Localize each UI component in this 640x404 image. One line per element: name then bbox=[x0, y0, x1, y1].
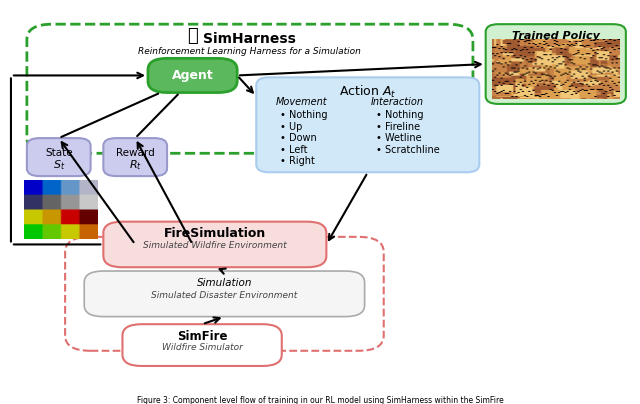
FancyBboxPatch shape bbox=[148, 58, 237, 93]
FancyBboxPatch shape bbox=[65, 237, 384, 351]
FancyBboxPatch shape bbox=[103, 138, 167, 176]
Text: FireSimulation: FireSimulation bbox=[164, 227, 266, 240]
Text: Action $A_t$: Action $A_t$ bbox=[339, 84, 397, 100]
FancyBboxPatch shape bbox=[486, 24, 626, 104]
FancyBboxPatch shape bbox=[256, 77, 479, 172]
Text: Movement: Movement bbox=[275, 97, 327, 107]
Text: $R_t$: $R_t$ bbox=[129, 158, 141, 173]
Text: • Right: • Right bbox=[280, 156, 316, 166]
Text: • Nothing: • Nothing bbox=[280, 110, 328, 120]
Text: • Scratchline: • Scratchline bbox=[376, 145, 440, 155]
Text: Simulation: Simulation bbox=[196, 278, 252, 288]
FancyBboxPatch shape bbox=[103, 222, 326, 267]
Text: Interaction: Interaction bbox=[371, 97, 424, 107]
Text: Wildfire Simulator: Wildfire Simulator bbox=[162, 343, 243, 352]
Text: $S_t$: $S_t$ bbox=[52, 158, 65, 173]
FancyBboxPatch shape bbox=[84, 271, 365, 317]
Text: • Down: • Down bbox=[280, 133, 317, 143]
Text: Simulated Disaster Environment: Simulated Disaster Environment bbox=[151, 291, 298, 300]
Text: 👷: 👷 bbox=[187, 27, 198, 44]
Text: Figure 3: Component level flow of training in our RL model using SimHarness with: Figure 3: Component level flow of traini… bbox=[136, 396, 504, 404]
FancyBboxPatch shape bbox=[27, 24, 473, 153]
Text: Reward: Reward bbox=[116, 147, 155, 158]
Text: • Up: • Up bbox=[280, 122, 303, 132]
Text: SimHarness: SimHarness bbox=[204, 32, 296, 46]
Text: Reinforcement Learning Harness for a Simulation: Reinforcement Learning Harness for a Sim… bbox=[138, 47, 362, 56]
Text: Agent: Agent bbox=[172, 69, 213, 82]
Text: State: State bbox=[45, 147, 72, 158]
Text: • Nothing: • Nothing bbox=[376, 110, 424, 120]
Text: SimFire: SimFire bbox=[177, 330, 227, 343]
Text: Simulated Wildfire Environment: Simulated Wildfire Environment bbox=[143, 241, 287, 250]
Text: • Wetline: • Wetline bbox=[376, 133, 422, 143]
Text: • Fireline: • Fireline bbox=[376, 122, 420, 132]
Text: • Left: • Left bbox=[280, 145, 308, 155]
Text: Trained Policy: Trained Policy bbox=[512, 31, 600, 41]
FancyBboxPatch shape bbox=[122, 324, 282, 366]
FancyBboxPatch shape bbox=[27, 138, 91, 176]
